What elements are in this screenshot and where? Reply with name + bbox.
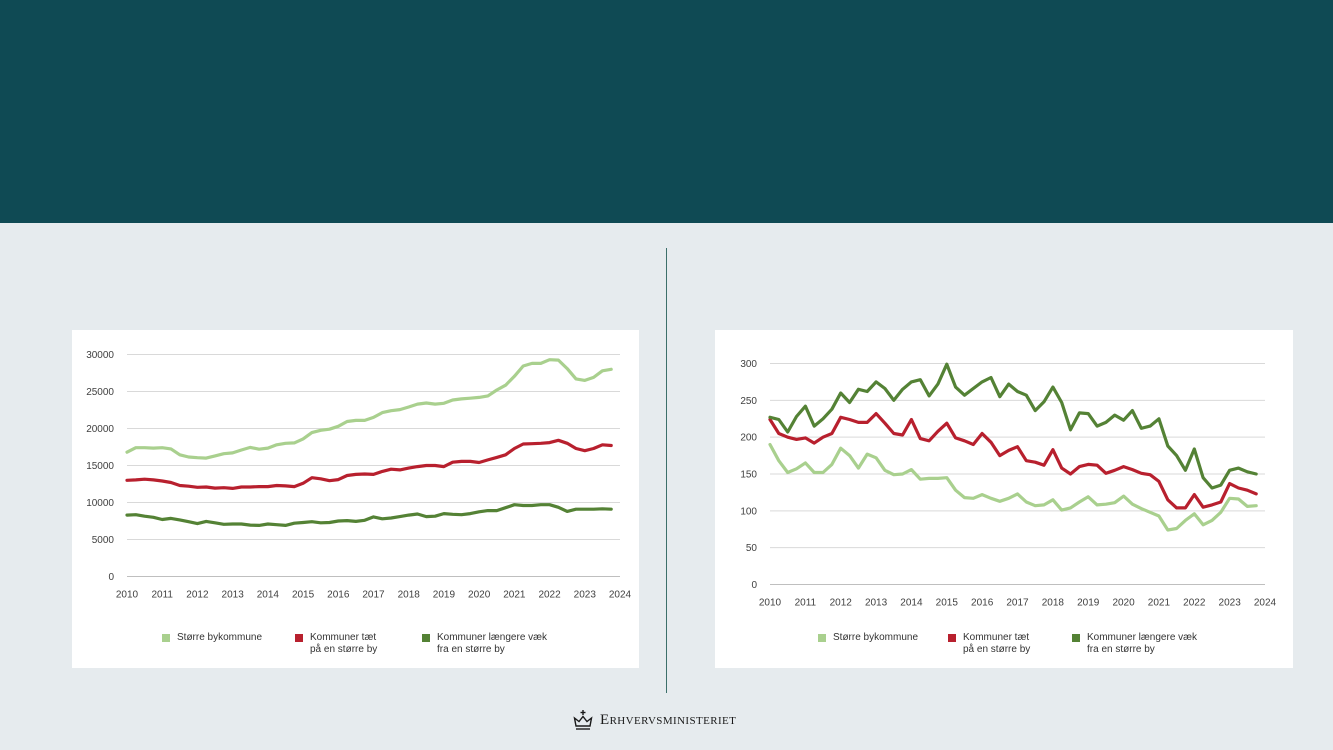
x-tick-label: 2020 bbox=[1112, 598, 1135, 609]
y-tick-label: 10000 bbox=[86, 498, 114, 509]
x-tick-label: 2020 bbox=[468, 590, 491, 601]
x-tick-label: 2016 bbox=[327, 590, 350, 601]
x-tick-label: 2019 bbox=[433, 590, 456, 601]
x-tick-label: 2024 bbox=[1254, 598, 1277, 609]
x-tick-label: 2014 bbox=[257, 590, 280, 601]
x-tick-label: 2017 bbox=[1006, 598, 1029, 609]
series-line bbox=[768, 411, 1258, 510]
legend-swatch-dark-green bbox=[1072, 634, 1080, 642]
x-tick-label: 2023 bbox=[1219, 598, 1242, 609]
y-tick-label: 200 bbox=[740, 433, 757, 444]
crown-icon bbox=[573, 710, 593, 730]
line-chart-left: 0 5000 10000 15000 20000 25000 30000 2010 2011 20… bbox=[86, 350, 632, 601]
y-tick-label: 300 bbox=[740, 359, 757, 370]
x-tick-label: 2011 bbox=[151, 590, 173, 601]
legend-swatch-red bbox=[295, 634, 303, 642]
y-tick-label: 0 bbox=[108, 572, 114, 583]
legend-label: Kommuner tæt bbox=[963, 632, 1030, 643]
legend-label-line2: på en større by bbox=[310, 644, 378, 655]
x-tick-label: 2023 bbox=[574, 590, 597, 601]
legend-label: Kommuner tæt bbox=[310, 632, 377, 643]
legend-label: Kommuner længere væk bbox=[437, 632, 548, 643]
y-tick-label: 15000 bbox=[86, 461, 114, 472]
x-tick-label: 2024 bbox=[609, 590, 632, 601]
legend-label-line2: fra en større by bbox=[1087, 644, 1155, 655]
x-tick-label: 2021 bbox=[1148, 598, 1171, 609]
series-line bbox=[125, 438, 613, 490]
x-tick-label: 2018 bbox=[398, 590, 421, 601]
x-tick-label: 2014 bbox=[900, 598, 923, 609]
x-tick-label: 2012 bbox=[830, 598, 853, 609]
x-tick-label: 2017 bbox=[362, 590, 385, 601]
line-chart-right: 0 50 100 150 200 250 300 2010 2011 2012 2013 2014 20… bbox=[740, 359, 1277, 609]
legend-label-line2: på en større by bbox=[963, 644, 1031, 655]
ministry-name: Erhvervsministeriet bbox=[600, 712, 737, 728]
series-line bbox=[768, 362, 1258, 490]
x-tick-label: 2022 bbox=[538, 590, 561, 601]
series-line bbox=[125, 503, 613, 527]
x-tick-label: 2015 bbox=[936, 598, 959, 609]
y-tick-label: 50 bbox=[746, 543, 758, 554]
series-line bbox=[125, 358, 613, 460]
chart-panel-right: 0 50 100 150 200 250 300 2010 2011 2012 2013 2014 20… bbox=[715, 330, 1293, 668]
y-tick-label: 150 bbox=[740, 470, 757, 481]
header-banner bbox=[0, 0, 1333, 223]
legend-swatch-red bbox=[948, 634, 956, 642]
legend-swatch-dark-green bbox=[422, 634, 430, 642]
legend-swatch-light-green bbox=[162, 634, 170, 642]
legend-label-line2: fra en større by bbox=[437, 644, 505, 655]
y-tick-label: 25000 bbox=[86, 387, 114, 398]
legend-label: Større bykommune bbox=[177, 632, 263, 643]
y-tick-label: 5000 bbox=[92, 535, 115, 546]
x-tick-label: 2013 bbox=[865, 598, 888, 609]
x-tick-label: 2011 bbox=[795, 598, 817, 609]
y-tick-label: 0 bbox=[751, 580, 757, 591]
x-tick-label: 2010 bbox=[116, 590, 139, 601]
y-tick-label: 20000 bbox=[86, 424, 114, 435]
panel-divider bbox=[666, 248, 667, 693]
legend-label: Kommuner længere væk bbox=[1087, 632, 1198, 643]
x-tick-label: 2010 bbox=[759, 598, 782, 609]
x-tick-label: 2018 bbox=[1042, 598, 1065, 609]
series-line bbox=[768, 442, 1258, 532]
x-tick-label: 2019 bbox=[1077, 598, 1100, 609]
x-tick-label: 2013 bbox=[222, 590, 245, 601]
x-tick-label: 2012 bbox=[186, 590, 209, 601]
x-tick-label: 2016 bbox=[971, 598, 994, 609]
x-tick-label: 2022 bbox=[1183, 598, 1206, 609]
y-tick-label: 250 bbox=[740, 396, 757, 407]
x-tick-label: 2015 bbox=[292, 590, 315, 601]
x-tick-label: 2021 bbox=[503, 590, 526, 601]
legend-label: Større bykommune bbox=[833, 632, 919, 643]
chart-panel-left: 0 5000 10000 15000 20000 25000 30000 2010 2011 20… bbox=[72, 330, 639, 668]
legend-swatch-light-green bbox=[818, 634, 826, 642]
ministry-logo: Erhvervsministeriet bbox=[572, 709, 772, 733]
y-tick-label: 30000 bbox=[86, 350, 114, 361]
y-tick-label: 100 bbox=[740, 506, 757, 517]
